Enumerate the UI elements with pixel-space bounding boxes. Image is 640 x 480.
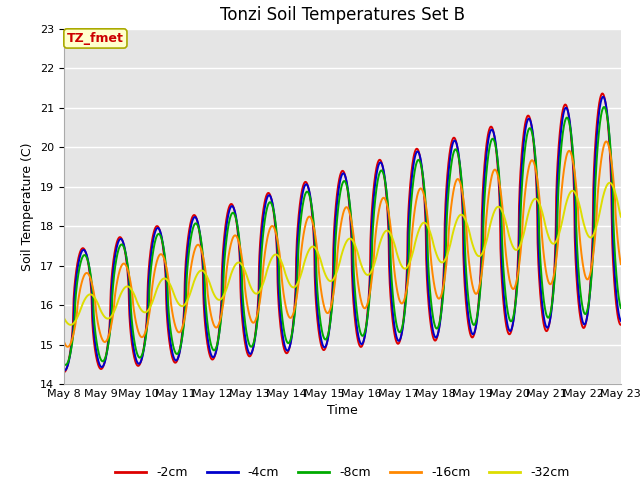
-16cm (308, 218, 316, 224)
-2cm (60, 369, 68, 375)
Line: -4cm: -4cm (64, 97, 621, 370)
-8cm (60, 361, 68, 367)
-32cm (308, 244, 316, 250)
-16cm (617, 261, 625, 267)
-32cm (67, 322, 74, 328)
-16cm (378, 198, 385, 204)
Line: -16cm: -16cm (64, 142, 621, 347)
-2cm (126, 318, 134, 324)
-16cm (104, 336, 111, 342)
-16cm (297, 254, 305, 260)
-32cm (297, 273, 305, 279)
-4cm (60, 367, 68, 373)
-4cm (599, 94, 607, 100)
-8cm (318, 329, 326, 335)
-8cm (104, 347, 111, 352)
-4cm (318, 340, 326, 346)
-4cm (61, 367, 68, 373)
-4cm (308, 207, 316, 213)
-8cm (297, 219, 305, 225)
-32cm (104, 316, 111, 322)
-4cm (104, 346, 111, 352)
-16cm (318, 294, 326, 300)
-16cm (60, 339, 68, 345)
-4cm (378, 160, 385, 166)
-16cm (126, 277, 134, 283)
-32cm (60, 315, 68, 321)
-16cm (64, 344, 72, 350)
-32cm (606, 180, 614, 186)
-32cm (318, 263, 326, 268)
X-axis label: Time: Time (327, 405, 358, 418)
-2cm (598, 91, 606, 96)
-16cm (602, 139, 610, 144)
-8cm (600, 104, 608, 110)
-8cm (61, 362, 69, 368)
-2cm (308, 208, 316, 214)
Line: -2cm: -2cm (64, 94, 621, 372)
-8cm (308, 206, 316, 212)
Title: Tonzi Soil Temperatures Set B: Tonzi Soil Temperatures Set B (220, 6, 465, 24)
-32cm (126, 285, 134, 291)
-8cm (378, 168, 385, 173)
-32cm (617, 214, 625, 219)
Text: TZ_fmet: TZ_fmet (67, 32, 124, 45)
Line: -32cm: -32cm (64, 183, 621, 325)
-2cm (377, 158, 385, 164)
-32cm (378, 236, 385, 242)
Y-axis label: Soil Temperature (C): Soil Temperature (C) (22, 142, 35, 271)
-2cm (103, 346, 111, 352)
-4cm (126, 311, 134, 317)
-8cm (126, 286, 134, 291)
-2cm (296, 199, 304, 204)
-2cm (617, 322, 625, 328)
-4cm (297, 204, 305, 210)
-8cm (617, 305, 625, 311)
-4cm (617, 318, 625, 324)
Line: -8cm: -8cm (64, 107, 621, 365)
Legend: -2cm, -4cm, -8cm, -16cm, -32cm: -2cm, -4cm, -8cm, -16cm, -32cm (110, 461, 575, 480)
-2cm (318, 344, 326, 350)
